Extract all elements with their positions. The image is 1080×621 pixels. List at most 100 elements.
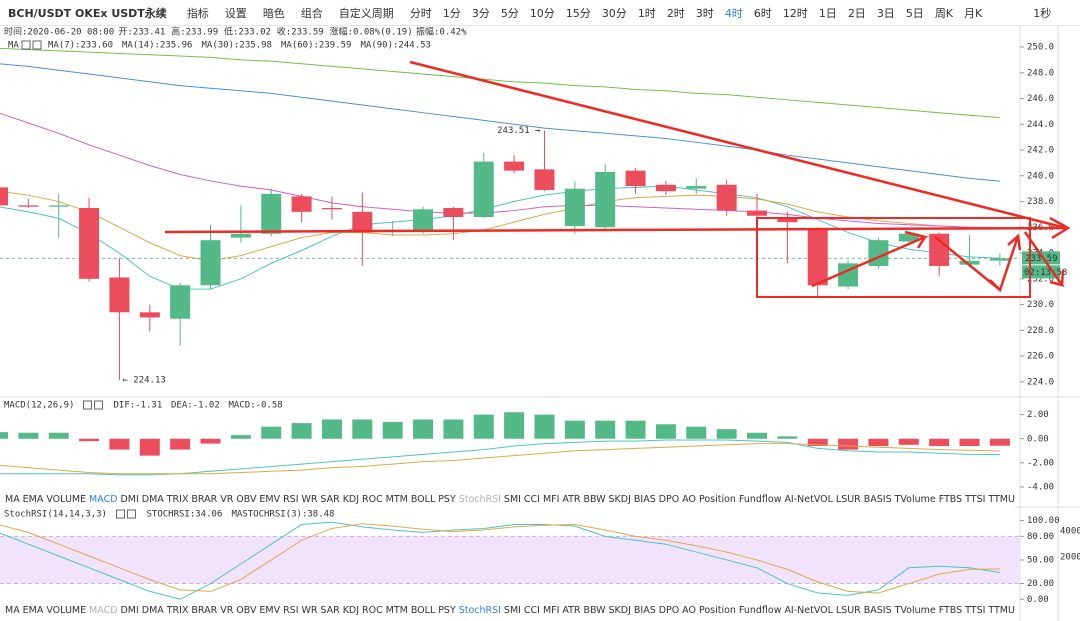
- indicator-tab[interactable]: VR: [220, 605, 234, 616]
- tool-button[interactable]: 组合: [300, 6, 323, 20]
- indicator-tab[interactable]: RSI: [283, 605, 299, 616]
- indicator-tab[interactable]: PSY: [438, 494, 456, 505]
- indicator-tab[interactable]: DPO: [658, 605, 680, 616]
- period-button[interactable]: 5日: [905, 6, 924, 20]
- indicator-tab[interactable]: FTBS: [938, 494, 963, 505]
- period-button[interactable]: 月K: [964, 6, 983, 20]
- indicator-tab[interactable]: BIAS: [633, 605, 656, 616]
- period-button[interactable]: 1分: [442, 6, 461, 20]
- indicator-tab[interactable]: SMI: [503, 494, 521, 505]
- indicator-tab[interactable]: LSUR: [835, 605, 861, 616]
- indicator-tab[interactable]: AO: [682, 494, 696, 505]
- indicator-tab[interactable]: TVolume: [894, 605, 936, 616]
- indicator-tab[interactable]: SAR: [320, 605, 340, 616]
- indicator-tab[interactable]: WR: [301, 494, 318, 505]
- indicator-tab[interactable]: BBW: [583, 494, 606, 505]
- indicator-tab[interactable]: DMA: [141, 494, 164, 505]
- indicator-tab[interactable]: VOLUME: [46, 494, 87, 505]
- indicator-tab[interactable]: ROC: [362, 605, 383, 616]
- indicator-tab[interactable]: SMI: [503, 605, 521, 616]
- indicator-tab[interactable]: DPO: [658, 494, 680, 505]
- period-button[interactable]: 3时: [695, 6, 714, 20]
- indicator-tab[interactable]: TTSI: [965, 605, 986, 616]
- period-button[interactable]: 1时: [637, 6, 656, 20]
- indicator-tab[interactable]: VOLUME: [46, 605, 87, 616]
- indicator-tab[interactable]: ATR: [562, 494, 581, 505]
- period-button[interactable]: 1日: [818, 6, 837, 20]
- indicator-tab[interactable]: CCI: [523, 605, 540, 616]
- indicator-tab[interactable]: BBW: [583, 605, 606, 616]
- indicator-tab[interactable]: MTM: [385, 605, 408, 616]
- indicator-tab[interactable]: Position: [698, 605, 736, 616]
- indicator-tab[interactable]: PSY: [438, 605, 456, 616]
- indicator-tab[interactable]: BRAR: [191, 605, 218, 616]
- indicator-tab[interactable]: BASIS: [863, 494, 892, 505]
- indicator-tab[interactable]: BASIS: [863, 605, 892, 616]
- indicator-tab[interactable]: MFI: [542, 494, 560, 505]
- indicator-tab[interactable]: ATR: [562, 605, 581, 616]
- indicator-tab[interactable]: AI-NetVOL: [784, 605, 833, 616]
- indicator-tab[interactable]: TTMU: [988, 494, 1015, 505]
- indicator-tab[interactable]: SKDJ: [608, 494, 631, 505]
- period-button[interactable]: 周K: [934, 6, 954, 20]
- indicator-tab[interactable]: MACD: [89, 605, 118, 616]
- period-button[interactable]: 12时: [782, 6, 808, 20]
- indicator-tab[interactable]: TRIX: [166, 605, 189, 616]
- symbol[interactable]: BCH/USDT OKEx USDT永续: [8, 6, 167, 20]
- indicator-tab[interactable]: EMA: [22, 605, 44, 616]
- indicator-tab[interactable]: EMV: [259, 494, 281, 505]
- speed[interactable]: 1秒: [1033, 6, 1052, 20]
- period-button[interactable]: 分时: [409, 6, 432, 20]
- indicator-tab[interactable]: StochRSI: [458, 494, 501, 505]
- indicator-tab[interactable]: Fundflow: [738, 605, 782, 616]
- indicator-tab[interactable]: ROC: [362, 494, 383, 505]
- indicator-tab[interactable]: DMI: [120, 494, 139, 505]
- period-button[interactable]: 3日: [876, 6, 895, 20]
- indicator-tab[interactable]: MFI: [542, 605, 560, 616]
- indicator-tab[interactable]: FTBS: [938, 605, 963, 616]
- indicator-tab[interactable]: AI-NetVOL: [784, 494, 833, 505]
- indicator-tab[interactable]: TRIX: [166, 494, 189, 505]
- indicator-tab[interactable]: StochRSI: [458, 605, 501, 616]
- indicator-tab[interactable]: DMA: [141, 605, 164, 616]
- period-button[interactable]: 3分: [471, 6, 490, 20]
- tool-button[interactable]: 暗色: [262, 6, 285, 20]
- period-button[interactable]: 10分: [529, 6, 555, 20]
- indicator-tab[interactable]: KDJ: [342, 494, 360, 505]
- indicator-tab[interactable]: EMA: [22, 494, 44, 505]
- indicator-tab[interactable]: MACD: [89, 494, 118, 505]
- indicator-tab[interactable]: CCI: [523, 494, 540, 505]
- indicator-tab[interactable]: Fundflow: [738, 494, 782, 505]
- indicator-tab[interactable]: OBV: [236, 494, 257, 505]
- indicator-tab[interactable]: VR: [220, 494, 234, 505]
- indicator-tab[interactable]: MA: [5, 494, 20, 505]
- period-button[interactable]: 5分: [500, 6, 519, 20]
- period-button[interactable]: 2日: [847, 6, 866, 20]
- indicator-tab[interactable]: LSUR: [835, 494, 861, 505]
- indicator-tab[interactable]: BOLL: [410, 605, 436, 616]
- indicator-tab[interactable]: BIAS: [633, 494, 656, 505]
- indicator-tab[interactable]: SKDJ: [608, 605, 631, 616]
- tool-button[interactable]: 设置: [224, 6, 247, 20]
- indicator-tab[interactable]: TVolume: [894, 494, 936, 505]
- tool-button[interactable]: 指标: [186, 6, 209, 20]
- custom-period[interactable]: 自定义周期: [338, 6, 394, 20]
- indicator-tab[interactable]: WR: [301, 605, 318, 616]
- indicator-tab[interactable]: DMI: [120, 605, 139, 616]
- indicator-tab[interactable]: Position: [698, 494, 736, 505]
- indicator-tab[interactable]: OBV: [236, 605, 257, 616]
- indicator-tab[interactable]: EMV: [259, 605, 281, 616]
- indicator-tab[interactable]: BOLL: [410, 494, 436, 505]
- indicator-tab[interactable]: BRAR: [191, 494, 218, 505]
- indicator-tab[interactable]: MTM: [385, 494, 408, 505]
- indicator-tab[interactable]: SAR: [320, 494, 340, 505]
- period-button[interactable]: 6时: [753, 6, 772, 20]
- period-button[interactable]: 15分: [565, 6, 591, 20]
- period-button[interactable]: 4时: [724, 6, 743, 20]
- indicator-tab[interactable]: RSI: [283, 494, 299, 505]
- period-button[interactable]: 2时: [666, 6, 685, 20]
- period-button[interactable]: 30分: [601, 6, 627, 20]
- indicator-tab[interactable]: MA: [5, 605, 20, 616]
- indicator-tab[interactable]: AO: [682, 605, 696, 616]
- indicator-tab[interactable]: KDJ: [342, 605, 360, 616]
